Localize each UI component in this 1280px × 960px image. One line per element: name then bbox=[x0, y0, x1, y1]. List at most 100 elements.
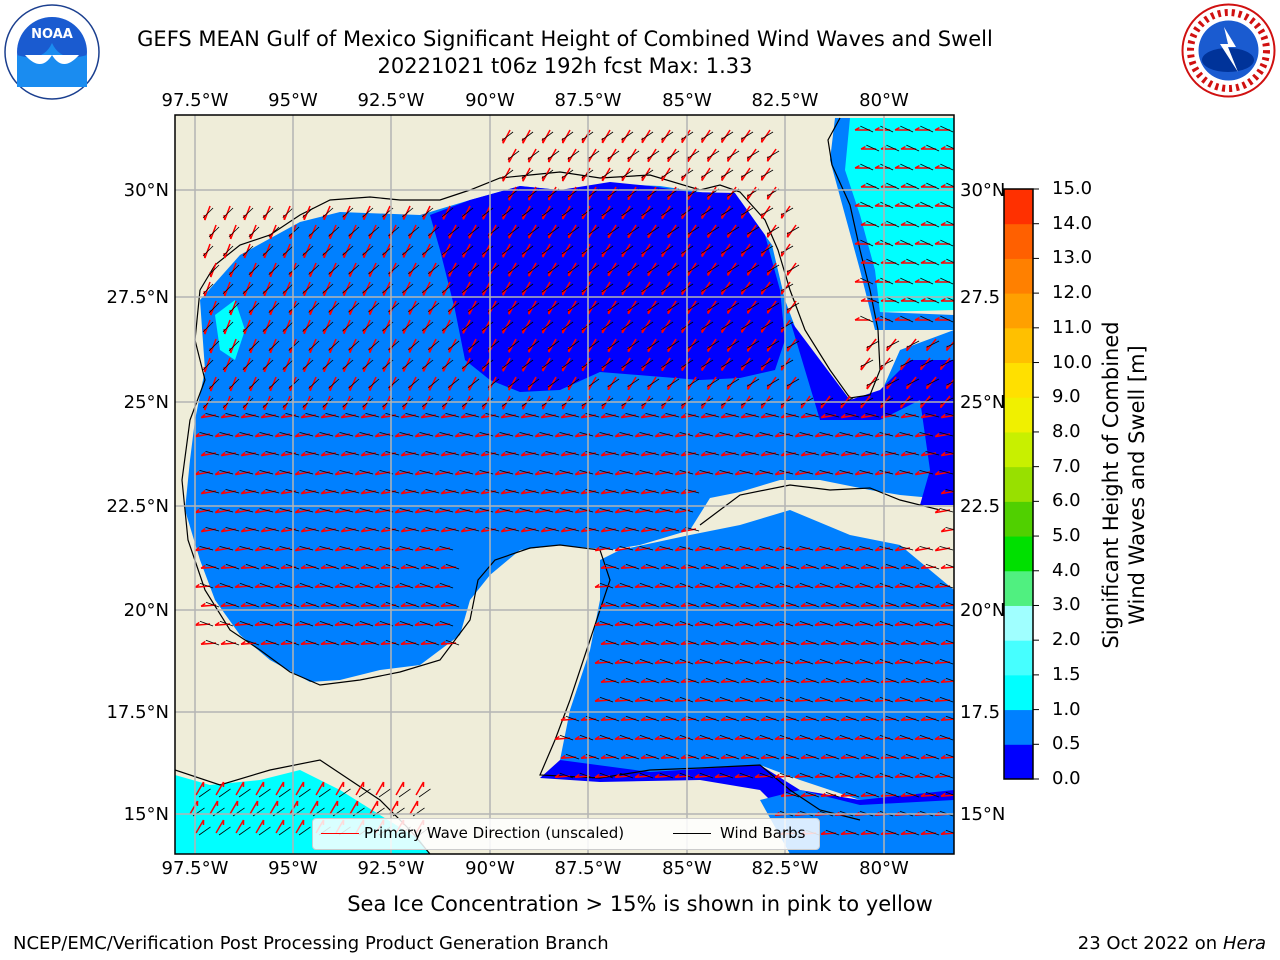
wave-arrow-head bbox=[840, 413, 846, 419]
wind-barb bbox=[625, 639, 640, 646]
wave-arrow-head bbox=[800, 640, 806, 645]
wave-arrow-head bbox=[614, 470, 620, 476]
wind-barb bbox=[239, 431, 254, 437]
wind-barb bbox=[601, 359, 614, 369]
wave-arrow-head bbox=[520, 413, 526, 419]
wind-barb bbox=[322, 359, 334, 370]
wind-barb bbox=[219, 431, 234, 437]
wave-arrow-head bbox=[900, 451, 906, 457]
wave-arrow-head bbox=[774, 583, 780, 588]
wave-arrow-head bbox=[694, 470, 700, 476]
wind-barb bbox=[305, 450, 320, 456]
wave-arrow-head bbox=[300, 564, 306, 569]
wind-barb bbox=[939, 620, 954, 627]
wave-arrow bbox=[415, 781, 425, 796]
wind-barb bbox=[661, 245, 674, 255]
colorbar-tick-label: 3.0 bbox=[1052, 594, 1081, 616]
wave-arrow-head bbox=[860, 754, 866, 759]
wind-barb bbox=[667, 226, 680, 235]
wind-barb bbox=[946, 144, 954, 150]
wind-barb bbox=[946, 343, 954, 348]
wave-arrow-head bbox=[920, 716, 926, 721]
wind-barb bbox=[880, 125, 894, 133]
wind-barb bbox=[939, 658, 954, 665]
wind-barb bbox=[378, 788, 391, 798]
wave-arrow-head bbox=[214, 508, 220, 514]
lon-label-top: 80°W bbox=[859, 90, 909, 111]
wind-barb bbox=[860, 277, 874, 285]
wind-barb bbox=[402, 207, 414, 218]
wave-arrow-head bbox=[334, 621, 340, 626]
wind-barb bbox=[619, 734, 634, 741]
wind-barb bbox=[645, 601, 660, 608]
wind-barb bbox=[805, 753, 820, 760]
wave-arrow-head bbox=[654, 773, 660, 778]
wind-barb bbox=[325, 450, 340, 456]
wave-arrow-head bbox=[874, 583, 880, 588]
wave-arrow-head bbox=[754, 659, 760, 664]
colorbar-band bbox=[1004, 709, 1033, 745]
wave-arrow-head bbox=[594, 470, 600, 476]
wind-barb bbox=[559, 772, 574, 779]
wave-arrow-head bbox=[214, 546, 220, 552]
wind-barb bbox=[465, 412, 480, 418]
wind-barb bbox=[245, 639, 260, 646]
wind-barb bbox=[519, 469, 534, 475]
wind-barb bbox=[746, 378, 760, 387]
wave-arrow-head bbox=[420, 413, 426, 419]
wave-arrow-head bbox=[440, 640, 446, 645]
wind-barb bbox=[325, 563, 340, 570]
wave-arrow-head bbox=[920, 602, 926, 607]
wind-barb bbox=[886, 220, 900, 228]
wind-barb bbox=[639, 582, 654, 589]
wind-barb bbox=[920, 201, 934, 209]
wind-barb bbox=[521, 321, 534, 331]
wind-barb bbox=[945, 791, 954, 796]
wind-barb bbox=[385, 488, 400, 494]
wave-arrow-head bbox=[854, 432, 860, 438]
wind-barb bbox=[239, 507, 254, 513]
wind-barb bbox=[405, 639, 420, 646]
wind-barb bbox=[661, 321, 674, 331]
wind-barb bbox=[766, 264, 780, 273]
colorbar-band bbox=[1004, 570, 1033, 606]
wave-arrow-head bbox=[800, 413, 806, 419]
noaa-logo: NOAA bbox=[4, 4, 100, 100]
wave-arrow-head bbox=[340, 451, 346, 457]
wind-barb bbox=[619, 582, 634, 589]
wave-arrow-head bbox=[594, 432, 600, 438]
wind-barb bbox=[225, 412, 240, 418]
wind-barb bbox=[245, 563, 260, 570]
wind-barb bbox=[242, 397, 254, 408]
wind-barb bbox=[740, 359, 754, 368]
wave-arrow-head bbox=[614, 546, 620, 552]
wave-arrow-head bbox=[294, 546, 300, 552]
wind-barb bbox=[759, 658, 774, 665]
wave-arrow-head bbox=[594, 735, 600, 740]
wind-barb bbox=[225, 563, 240, 570]
wind-barb bbox=[739, 696, 754, 703]
colorbar-band bbox=[1004, 431, 1033, 468]
wind-barb bbox=[601, 207, 614, 217]
wind-barb bbox=[720, 131, 734, 140]
wave-arrow-head bbox=[283, 404, 286, 410]
wind-barb bbox=[601, 283, 614, 293]
wind-barb bbox=[825, 791, 840, 798]
wind-barb bbox=[619, 620, 634, 627]
wind-barb bbox=[402, 359, 414, 370]
wind-barb bbox=[625, 563, 640, 570]
wave-arrow-head bbox=[634, 621, 640, 626]
wind-barb bbox=[288, 226, 300, 237]
wind-barb bbox=[905, 450, 920, 456]
wind-barb bbox=[248, 378, 260, 389]
wave-arrow-head bbox=[354, 470, 360, 476]
lat-label-left: 20°N bbox=[124, 600, 169, 621]
wave-arrow-head bbox=[814, 583, 820, 588]
wave-arrow-head bbox=[594, 508, 600, 514]
wave-arrow-head bbox=[834, 659, 840, 664]
wave-arrow-head bbox=[280, 413, 286, 419]
wave-arrow-head bbox=[920, 259, 926, 264]
wave-arrow-head bbox=[194, 470, 200, 476]
wave-arrow-head bbox=[500, 413, 506, 419]
wind-barb bbox=[228, 264, 240, 276]
